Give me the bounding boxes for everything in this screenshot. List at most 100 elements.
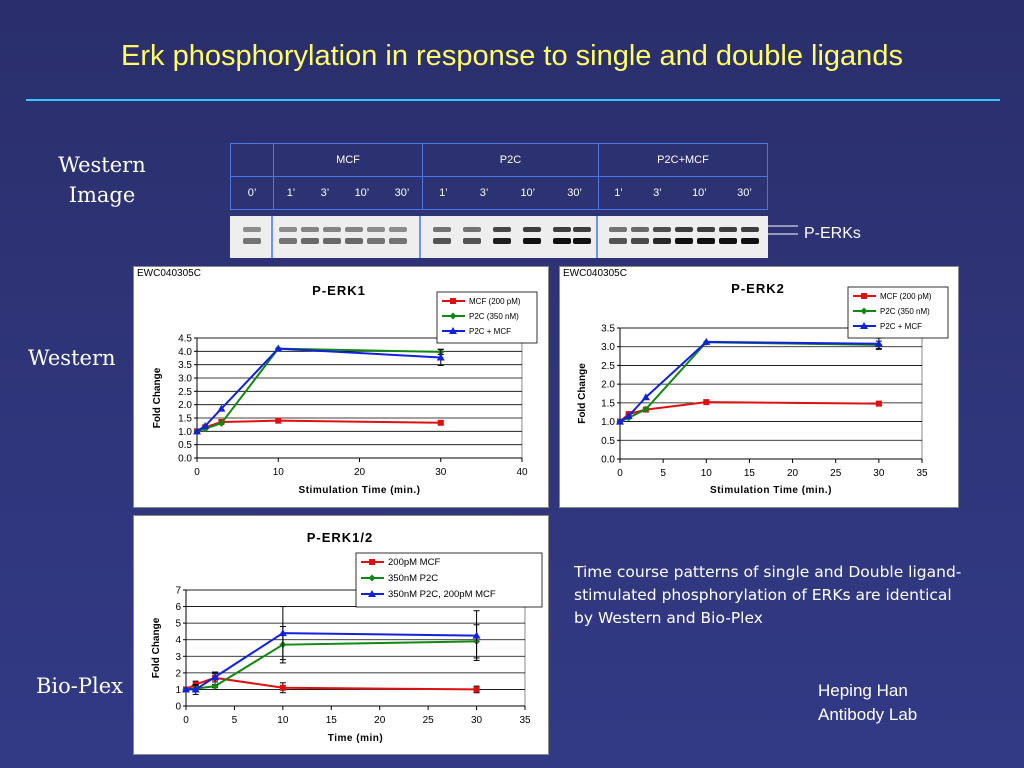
- data-point: [368, 574, 376, 582]
- y-tick-label: 1.0: [178, 427, 192, 438]
- data-point: [449, 327, 457, 334]
- lane-label: 1’: [439, 187, 448, 199]
- data-point: [275, 417, 282, 424]
- legend-label: P2C + MCF: [880, 322, 922, 331]
- western-blot-image: [230, 216, 768, 258]
- plot-area: [185, 589, 526, 707]
- data-point: [437, 419, 444, 426]
- western-label: Western: [28, 346, 116, 370]
- blot-band: [367, 227, 385, 232]
- data-point: [193, 427, 201, 435]
- blot-band: [741, 227, 759, 232]
- perks-label: P-ERKs: [804, 225, 861, 242]
- credit-lab: Antibody Lab: [818, 705, 918, 724]
- legend: 200pM MCF 350nM P2C 350nM P2C, 200pM MCF: [355, 552, 543, 608]
- data-point: [211, 682, 219, 690]
- y-tick-label: 0.5: [601, 436, 615, 447]
- blot-band: [345, 238, 363, 244]
- y-tick-label: 3: [175, 652, 181, 663]
- plot-area: [619, 327, 923, 460]
- blot-band: [675, 238, 693, 244]
- y-tick-label: 0: [175, 702, 181, 713]
- data-point: [450, 298, 456, 304]
- group-header-mcf: MCF: [273, 143, 423, 177]
- y-tick-label: 3.5: [601, 324, 615, 335]
- series-p2c-mcf: [616, 337, 883, 425]
- blot-band: [523, 238, 541, 244]
- series-350nm-p2c-200pm-mcf: [182, 606, 481, 695]
- data-point: [860, 322, 868, 329]
- blot-band: [631, 238, 649, 244]
- blot-band: [493, 227, 511, 232]
- chart-id-label: EWC040305C: [137, 268, 201, 279]
- lane-table: MCF P2C P2C+MCF 0’ 1’ 3’ 10’ 30’ 1’ 3’ 1…: [230, 143, 768, 210]
- chart-p-erk1-svg: P-ERK1 0.0 0.5 1.0 1.5 2.0 2.5 3.0 3.5 4.0 4.5 0 10 2…: [152, 283, 538, 496]
- blot-band: [553, 238, 571, 244]
- chart-title: P-ERK1/2: [307, 530, 374, 545]
- x-tick-label: 25: [830, 468, 842, 479]
- blot-band: [243, 238, 261, 244]
- lanes-mcf: 1’ 3’ 10’ 30’: [274, 177, 422, 209]
- lane-label: 3’: [320, 187, 330, 199]
- legend-label: MCF (200 pM): [880, 292, 932, 301]
- y-axis-label: Fold Change: [152, 367, 163, 428]
- x-tick-label: 5: [660, 468, 666, 479]
- blot-band: [301, 227, 319, 232]
- lane-label: 10’: [692, 187, 707, 199]
- data-point: [217, 419, 225, 427]
- x-tick-label: 10: [701, 468, 713, 479]
- western-image-label: Western Image: [58, 153, 146, 207]
- data-point: [279, 684, 286, 691]
- data-point: [702, 337, 711, 345]
- chart-p-erk1-2: P-ERK1/2 0 1 2 3 4 5 6 7 0 5 10 15 20 25 30 35 Time (min)…: [133, 515, 549, 755]
- chart-p-erk2-svg: P-ERK2 0.0 0.5 1.0 1.5 2.0 2.5 3.0 3.5 0 5 10 15 20 25…: [577, 281, 949, 496]
- data-point: [211, 673, 220, 680]
- blot-band: [433, 238, 451, 244]
- legend: MCF (200 pM) P2C (350 nM) P2C + MCF: [436, 291, 538, 344]
- blot-band: [279, 238, 297, 244]
- series-p2c-mcf: [193, 344, 445, 435]
- x-tick-label: 5: [232, 715, 238, 726]
- plot-area: [196, 337, 523, 459]
- y-tick-label: 0.5: [178, 440, 192, 451]
- data-point: [616, 417, 624, 425]
- lane-label: 30’: [737, 187, 752, 199]
- y-tick-label: 1.5: [178, 414, 192, 425]
- blot-band: [697, 227, 715, 232]
- blot-band: [719, 238, 737, 244]
- blot-band: [573, 238, 591, 244]
- data-point: [274, 344, 283, 352]
- data-point: [369, 559, 375, 565]
- y-tick-label: 2.0: [178, 400, 192, 411]
- blot-band: [323, 238, 341, 244]
- chart-title: P-ERK2: [731, 281, 785, 296]
- blot-band: [389, 238, 407, 244]
- data-point: [642, 405, 650, 413]
- lane-label: 3’: [479, 187, 489, 199]
- x-tick-label: 0: [617, 468, 623, 479]
- chart-title: P-ERK1: [312, 283, 366, 298]
- x-tick-label: 30: [435, 467, 447, 478]
- x-axis-label: Stimulation Time (min.): [710, 485, 832, 496]
- y-axis-label: Fold Change: [151, 617, 162, 678]
- x-tick-label: 10: [273, 467, 285, 478]
- data-point: [875, 400, 882, 407]
- group-header-p2c-mcf: P2C+MCF: [598, 143, 768, 177]
- blot-band: [301, 238, 319, 244]
- y-tick-label: 2.5: [178, 387, 192, 398]
- y-tick-label: 7: [175, 586, 181, 597]
- group-header-p2c: P2C: [422, 143, 599, 177]
- data-point: [217, 404, 226, 412]
- legend: MCF (200 pM) P2C (350 nM) P2C + MCF: [847, 286, 949, 339]
- x-tick-label: 20: [374, 715, 386, 726]
- chart-id-label: EWC040305C: [563, 268, 627, 279]
- data-point: [436, 353, 445, 361]
- y-tick-label: 3.0: [178, 374, 192, 385]
- blot-band: [345, 227, 363, 232]
- blot-band: [367, 238, 385, 244]
- y-tick-label: 1.5: [601, 398, 615, 409]
- chart-p-erk1: EWC040305C P-ERK1 0.0 0.5 1.0 1.5 2.0 2.5 3.0 3.…: [133, 266, 549, 508]
- lane-zero: 0’: [230, 176, 274, 210]
- x-tick-label: 35: [916, 468, 928, 479]
- data-point: [201, 422, 210, 429]
